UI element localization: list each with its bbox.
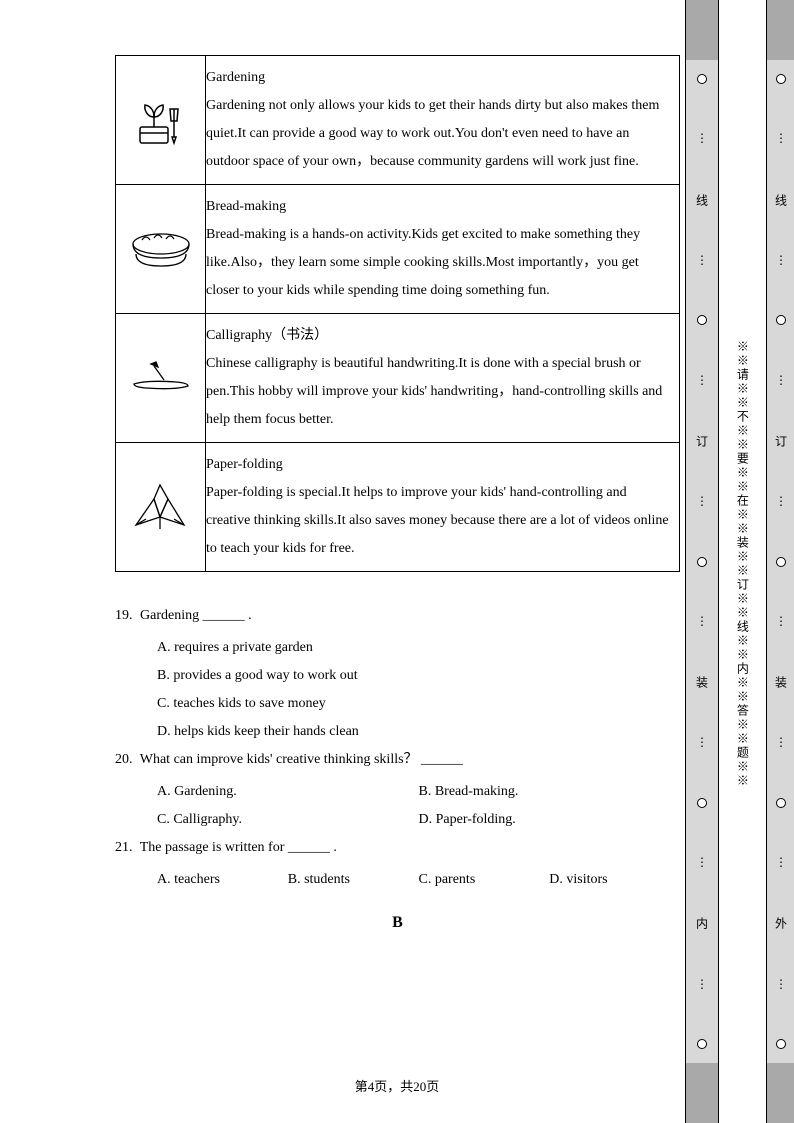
binding-label-inner: 内 [694,917,711,929]
dots-icon [775,855,787,870]
dots-icon [696,373,708,388]
row-title: Bread-making [206,193,669,221]
option-c: C. teaches kids to save money [115,690,680,718]
option-b: B. provides a good way to work out [115,662,680,690]
grey-block [686,1063,718,1123]
crane-icon [126,479,196,535]
dots-icon [775,131,787,146]
grey-block [686,0,718,60]
dots-icon [696,131,708,146]
section-heading: B [115,914,680,932]
binding-char: 订 [773,435,790,447]
grey-block [767,1063,794,1123]
option-d: D. helps kids keep their hands clean [115,718,680,746]
dots-icon [696,494,708,509]
option-d: D. visitors [549,866,680,894]
binding-marks-inner: 线 订 装 内 [693,74,711,1049]
dots-icon [775,494,787,509]
questions-block: 19. Gardening ______ . A. requires a pri… [115,602,680,894]
row-text: Bread-making is a hands-on activity.Kids… [206,227,640,298]
circle-icon [697,1039,707,1049]
icon-cell-bread [116,185,206,314]
icon-cell-paperfolding [116,443,206,572]
circle-icon [776,557,786,567]
binding-char: 线 [694,194,711,206]
binding-warning-text: ※※请※※不※※要※※在※※装※※订※※线※※内※※答※※题※※ [735,340,749,788]
table-row: Calligraphy（书法） Chinese calligraphy is b… [116,314,680,443]
binding-char: 装 [773,676,790,688]
binding-char: 线 [773,194,790,206]
dots-icon [775,977,787,992]
plant-icon [130,89,192,151]
binding-marks-outer: 线 订 装 外 [772,74,790,1049]
circle-icon [776,74,786,84]
dots-icon [696,977,708,992]
text-cell: Calligraphy（书法） Chinese calligraphy is b… [206,314,680,443]
content-area: Gardening Gardening not only allows your… [115,55,680,932]
option-c: C. parents [419,866,550,894]
icon-cell-gardening [116,56,206,185]
dots-icon [775,735,787,750]
option-c: C. Calligraphy. [157,806,419,834]
circle-icon [697,74,707,84]
question-number: 21. [115,840,133,855]
table-row: Gardening Gardening not only allows your… [116,56,680,185]
dots-icon [775,614,787,629]
text-cell: Paper-folding Paper-folding is special.I… [206,443,680,572]
brush-icon [126,358,196,398]
option-b: B. Bread-making. [419,778,681,806]
question-21: 21. The passage is written for ______ . [115,834,680,862]
page-number: 第4页，共20页 [0,1076,794,1095]
binding-char: 装 [694,676,711,688]
option-b: B. students [288,866,419,894]
bread-icon [126,224,196,274]
circle-icon [776,315,786,325]
reading-table: Gardening Gardening not only allows your… [115,55,680,572]
icon-cell-calligraphy [116,314,206,443]
row-title: Calligraphy（书法） [206,322,669,350]
option-a: A. teachers [157,866,288,894]
table-row: Bread-making Bread-making is a hands-on … [116,185,680,314]
row-title: Paper-folding [206,451,669,479]
dots-icon [775,373,787,388]
question-stem: What can improve kids' creative thinking… [140,752,463,767]
dots-icon [696,855,708,870]
circle-icon [776,798,786,808]
dots-icon [775,253,787,268]
row-title: Gardening [206,64,669,92]
dots-icon [696,735,708,750]
question-19: 19. Gardening ______ . [115,602,680,630]
circle-icon [697,798,707,808]
question-stem: Gardening ______ . [140,608,252,623]
question-stem: The passage is written for ______ . [140,840,337,855]
circle-icon [697,557,707,567]
option-a: A. Gardening. [157,778,419,806]
row-text: Paper-folding is special.It helps to imp… [206,485,669,556]
text-cell: Bread-making Bread-making is a hands-on … [206,185,680,314]
question-20: 20. What can improve kids' creative thin… [115,746,680,774]
row-text: Chinese calligraphy is beautiful handwri… [206,356,662,427]
dots-icon [696,253,708,268]
option-d: D. Paper-folding. [419,806,681,834]
dots-icon [696,614,708,629]
row-text: Gardening not only allows your kids to g… [206,98,659,169]
circle-icon [697,315,707,325]
binding-label-outer: 外 [773,917,790,929]
question-number: 20. [115,752,133,767]
circle-icon [776,1039,786,1049]
grey-block [767,0,794,60]
option-a: A. requires a private garden [115,634,680,662]
question-number: 19. [115,608,133,623]
table-row: Paper-folding Paper-folding is special.I… [116,443,680,572]
binding-char: 订 [694,435,711,447]
text-cell: Gardening Gardening not only allows your… [206,56,680,185]
